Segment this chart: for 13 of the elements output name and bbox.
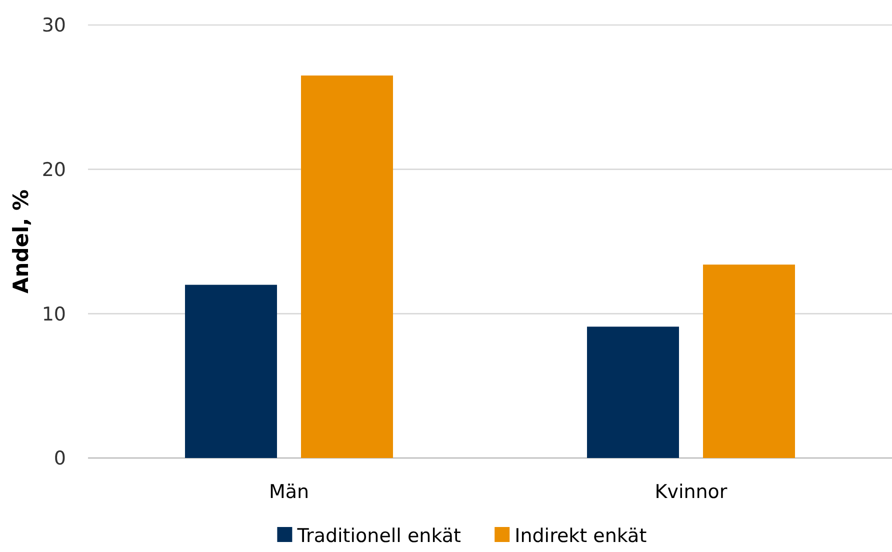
y-tick-label: 0: [54, 448, 66, 470]
y-tick-label: 20: [42, 158, 66, 181]
legend-label: Indirekt enkät: [514, 525, 647, 547]
legend-label: Traditionell enkät: [296, 525, 461, 547]
bar: [301, 76, 393, 458]
bar: [587, 326, 679, 458]
y-axis-title: Andel, %: [9, 189, 33, 294]
y-tick-label: 30: [42, 14, 66, 37]
x-tick-label: Män: [268, 481, 310, 503]
x-tick-label: Kvinnor: [654, 481, 728, 503]
bar: [703, 264, 795, 458]
y-tick-label: 10: [42, 303, 66, 326]
bar: [185, 284, 277, 458]
